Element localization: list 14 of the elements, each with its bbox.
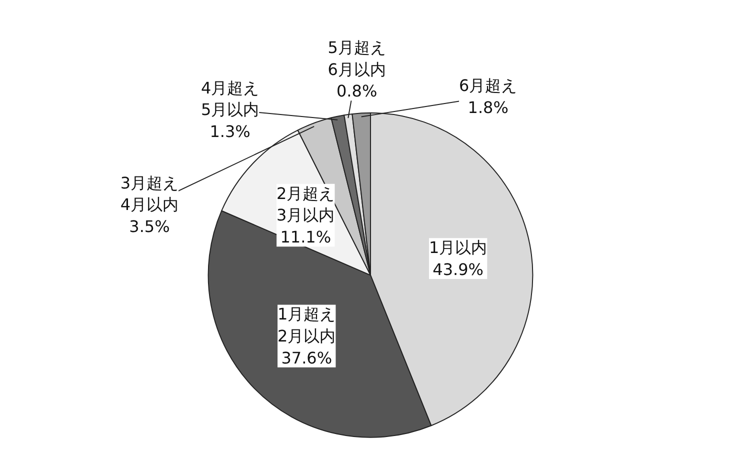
slice-label: 2月超え 3月以内 <box>276 184 335 225</box>
data-label: 0.8% <box>336 82 378 101</box>
data-label: 43.9% <box>432 260 484 279</box>
data-label: 1.8% <box>468 98 508 117</box>
slice-label: 1月以内 <box>429 238 488 258</box>
slice-label: 5月超え 6月以内 <box>328 38 386 79</box>
slice-label: 1月超え 2月以内 <box>278 304 336 346</box>
data-label: 37.6% <box>281 348 332 368</box>
data-label: 1.3% <box>210 122 250 142</box>
slice-label: 6月超え <box>459 76 518 96</box>
slice-label: 3月超え 4月以内 <box>120 173 179 214</box>
data-label: 3.5% <box>129 216 170 236</box>
data-label: 11.1% <box>280 228 332 247</box>
slice-label: 4月超え 5月以内 <box>200 78 260 120</box>
